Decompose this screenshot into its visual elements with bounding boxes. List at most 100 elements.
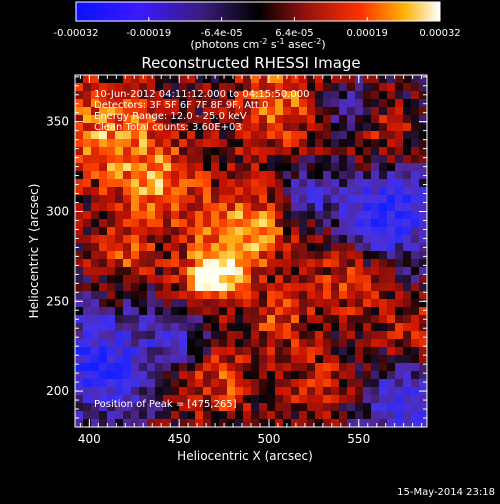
heatmap-cell bbox=[299, 307, 308, 316]
heatmap-cell bbox=[91, 115, 100, 124]
heatmap-cell bbox=[211, 291, 220, 300]
heatmap-cell bbox=[411, 387, 420, 396]
heatmap-cell bbox=[243, 171, 252, 180]
heatmap-cell bbox=[147, 243, 156, 252]
heatmap-cell bbox=[75, 379, 84, 388]
heatmap-cell bbox=[219, 387, 228, 396]
heatmap-cell bbox=[275, 283, 284, 292]
heatmap-cell bbox=[115, 187, 124, 196]
heatmap-cell bbox=[91, 203, 100, 212]
heatmap-cell bbox=[235, 259, 244, 268]
heatmap-cell bbox=[203, 403, 212, 412]
heatmap-cell bbox=[379, 411, 388, 420]
heatmap-cell bbox=[203, 379, 212, 388]
heatmap-cell bbox=[123, 395, 132, 404]
heatmap-cell bbox=[195, 171, 204, 180]
heatmap-cell bbox=[331, 251, 340, 260]
heatmap-cell bbox=[211, 363, 220, 372]
heatmap-cell bbox=[203, 307, 212, 316]
heatmap-cell bbox=[315, 83, 324, 92]
heatmap-cell bbox=[395, 227, 404, 236]
colorbar-ticks: -0.00032 -0.00019 -6.4e-05 6.4e-05 0.00019 0.… bbox=[54, 17, 461, 39]
heatmap-cell bbox=[419, 115, 427, 124]
heatmap-cell bbox=[355, 291, 364, 300]
heatmap-cell bbox=[115, 307, 124, 316]
heatmap-cell bbox=[243, 275, 252, 284]
heatmap-cell bbox=[411, 195, 420, 204]
heatmap-cell bbox=[171, 387, 180, 396]
heatmap-cell bbox=[187, 419, 196, 427]
heatmap-cell bbox=[267, 387, 276, 396]
heatmap-cell bbox=[99, 131, 108, 140]
heatmap-cell bbox=[163, 203, 172, 212]
heatmap-cell bbox=[379, 323, 388, 332]
heatmap-cell bbox=[307, 339, 316, 348]
heatmap-cell bbox=[83, 403, 92, 412]
heatmap-cell bbox=[211, 219, 220, 228]
heatmap-cell bbox=[195, 371, 204, 380]
heatmap-cell bbox=[291, 107, 300, 116]
heatmap-cell bbox=[299, 195, 308, 204]
heatmap-cell bbox=[75, 99, 84, 108]
heatmap-cell bbox=[323, 387, 332, 396]
heatmap-cell bbox=[99, 211, 108, 220]
heatmap-cell bbox=[395, 123, 404, 132]
heatmap-cell bbox=[331, 83, 340, 92]
heatmap-cell bbox=[299, 251, 308, 260]
heatmap-cell bbox=[123, 411, 132, 420]
heatmap-cell bbox=[139, 371, 148, 380]
heatmap-cell bbox=[171, 83, 180, 92]
heatmap-cell bbox=[379, 379, 388, 388]
heatmap-cell bbox=[243, 307, 252, 316]
heatmap-image bbox=[75, 75, 427, 427]
heatmap-cell bbox=[107, 323, 116, 332]
heatmap-cell bbox=[139, 411, 148, 420]
heatmap-cell bbox=[179, 235, 188, 244]
heatmap-cell bbox=[323, 179, 332, 188]
heatmap-cell bbox=[139, 347, 148, 356]
heatmap-cell bbox=[219, 219, 228, 228]
heatmap-cell bbox=[387, 315, 396, 324]
heatmap-cell bbox=[195, 323, 204, 332]
heatmap-cell bbox=[259, 115, 268, 124]
heatmap-cell bbox=[251, 371, 260, 380]
heatmap-cell bbox=[371, 355, 380, 364]
heatmap-cell bbox=[411, 163, 420, 172]
heatmap-cell bbox=[315, 331, 324, 340]
heatmap-cell bbox=[411, 203, 420, 212]
heatmap-cell bbox=[91, 331, 100, 340]
heatmap-cell bbox=[251, 363, 260, 372]
heatmap-cell bbox=[267, 131, 276, 140]
heatmap-cell bbox=[379, 83, 388, 92]
heatmap-cell bbox=[115, 411, 124, 420]
heatmap-cell bbox=[403, 99, 412, 108]
heatmap-cell bbox=[323, 131, 332, 140]
heatmap-cell bbox=[355, 187, 364, 196]
x-tick-label: 400 bbox=[78, 432, 101, 446]
heatmap-cell bbox=[227, 243, 236, 252]
heatmap-cell bbox=[163, 187, 172, 196]
heatmap-cell bbox=[75, 363, 84, 372]
heatmap-cell bbox=[187, 299, 196, 308]
heatmap-cell bbox=[99, 99, 108, 108]
heatmap-cell bbox=[331, 363, 340, 372]
heatmap-cell bbox=[419, 379, 427, 388]
heatmap-cell bbox=[139, 75, 148, 84]
heatmap-cell bbox=[307, 195, 316, 204]
heatmap-cell bbox=[307, 259, 316, 268]
heatmap-cell bbox=[291, 115, 300, 124]
heatmap-cell bbox=[419, 419, 427, 427]
heatmap-cell bbox=[75, 107, 84, 116]
heatmap-cell bbox=[163, 163, 172, 172]
heatmap-cell bbox=[363, 347, 372, 356]
heatmap-cell bbox=[323, 235, 332, 244]
heatmap-cell bbox=[283, 403, 292, 412]
heatmap-cell bbox=[339, 307, 348, 316]
heatmap-cell bbox=[171, 91, 180, 100]
heatmap-cell bbox=[411, 99, 420, 108]
heatmap-cell bbox=[147, 203, 156, 212]
heatmap-cell bbox=[251, 267, 260, 276]
heatmap-cell bbox=[163, 139, 172, 148]
heatmap-cell bbox=[395, 371, 404, 380]
heatmap-cell bbox=[219, 227, 228, 236]
